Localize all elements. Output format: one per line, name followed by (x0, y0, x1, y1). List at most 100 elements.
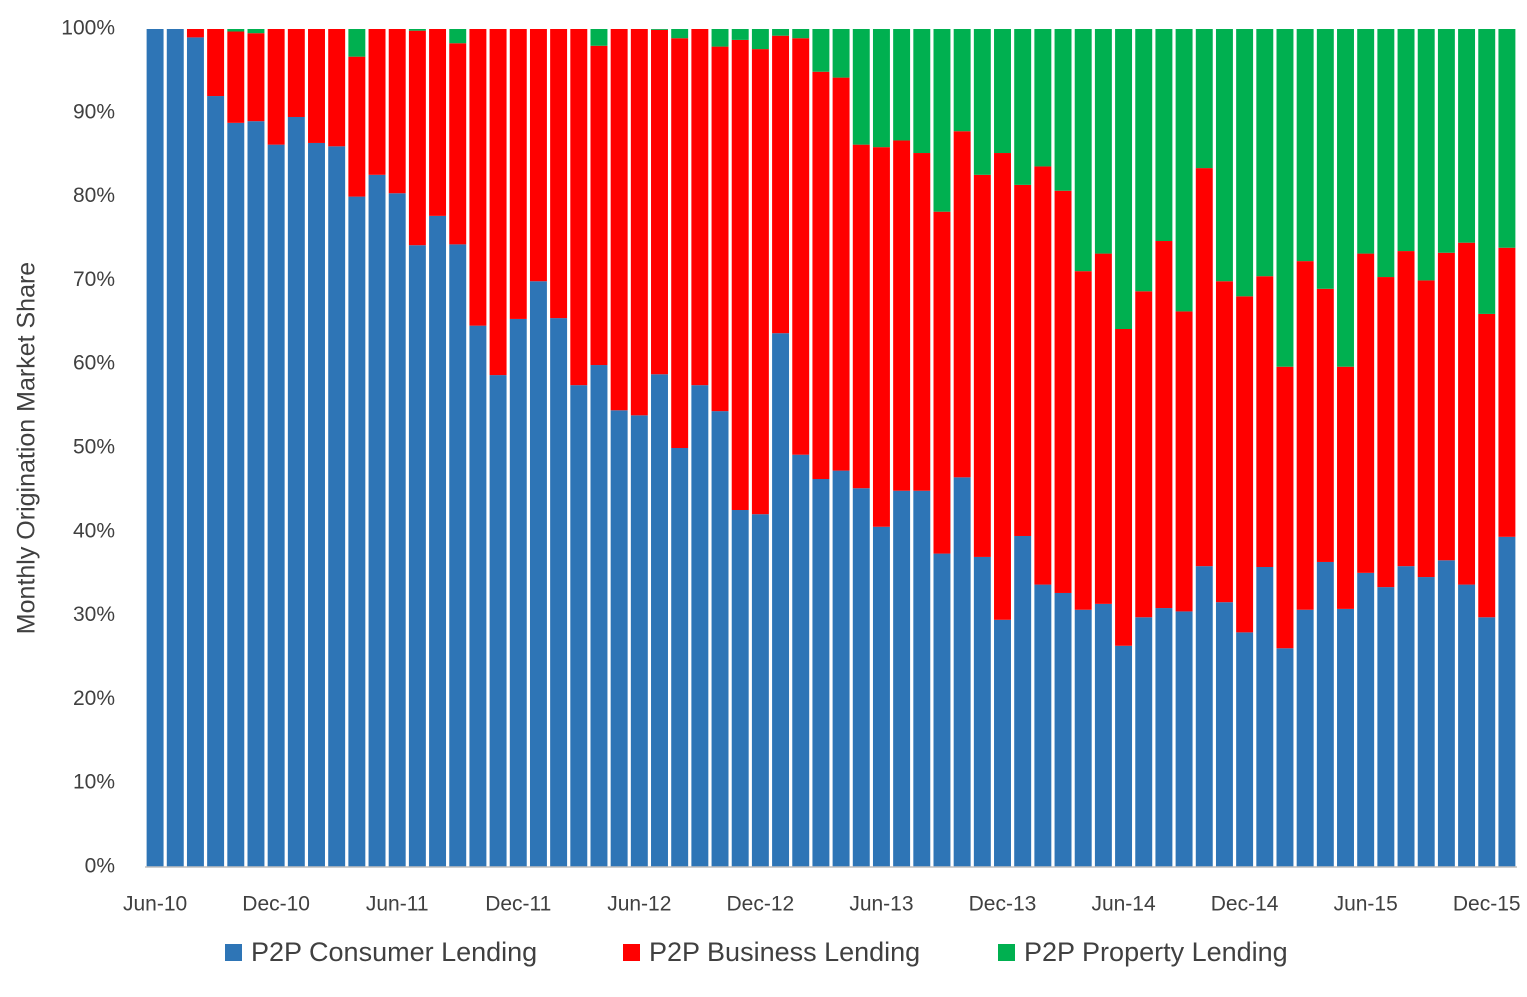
bar-segment (247, 29, 265, 34)
bar-segment (590, 365, 608, 867)
bar-segment (1195, 168, 1213, 567)
bar-segment (852, 488, 870, 867)
bar-segment (751, 514, 769, 867)
bar-segment (671, 448, 689, 867)
bar-segment (1397, 251, 1415, 567)
bar-segment (973, 556, 991, 867)
bar-segment (812, 71, 830, 480)
bar-segment (328, 146, 346, 867)
bar-segment (1296, 29, 1314, 262)
bar-segment (186, 37, 204, 867)
bar-segment (630, 415, 648, 867)
bar-segment (973, 29, 991, 175)
bar-segment (1236, 632, 1254, 867)
bar-segment (731, 510, 749, 867)
bar-segment (953, 29, 971, 132)
bar-segment (1478, 617, 1496, 867)
bar-segment (933, 29, 951, 212)
bar-segment (1478, 29, 1496, 314)
bar-segment (1357, 29, 1375, 254)
bar-segment (1074, 29, 1092, 272)
bar-segment (1094, 253, 1112, 604)
bar-segment (1155, 241, 1173, 609)
bar-segment (1377, 29, 1395, 278)
bar-segment (1215, 602, 1233, 867)
bar-segment (227, 29, 245, 32)
bar-segment (610, 410, 628, 867)
bar-segment (429, 215, 447, 867)
y-tick-label: 80% (73, 184, 115, 207)
bar-segment (1175, 311, 1193, 612)
x-tick-label: Jun-13 (849, 893, 913, 916)
bar-segment (852, 144, 870, 489)
bar-segment (1316, 288, 1334, 562)
bar-segment (1498, 29, 1516, 248)
bar-segment (449, 43, 467, 245)
bar-segment (469, 29, 487, 326)
bar-segment (812, 29, 830, 72)
bar-segment (509, 29, 527, 319)
bar-segment (651, 374, 668, 867)
bar-segment (1437, 560, 1455, 867)
bar-segment (852, 29, 870, 145)
bar-segment (1014, 29, 1032, 185)
bar-segment (1316, 29, 1334, 289)
legend-swatch (623, 944, 640, 961)
bar-segment (994, 153, 1011, 620)
bar-segment (348, 196, 366, 868)
x-tick-label: Dec-10 (242, 893, 310, 916)
bar-segment (893, 140, 911, 491)
bar-segment (792, 454, 810, 867)
bar-segment (308, 29, 325, 143)
bar-segment (570, 385, 588, 867)
bar-segment (933, 553, 951, 867)
bar-segment (1155, 29, 1173, 242)
bar-segment (227, 122, 245, 867)
bar-segment (1175, 611, 1193, 867)
bar-segment (1034, 584, 1052, 867)
bar-segment (550, 318, 568, 867)
bar-segment (449, 29, 467, 44)
x-tick-label: Jun-12 (607, 893, 671, 916)
bar-segment (1256, 566, 1274, 867)
legend-label: P2P Business Lending (649, 937, 920, 967)
bar-segment (751, 49, 769, 515)
bar-segment (166, 29, 184, 867)
bar-segment (287, 116, 305, 868)
bar-segment (751, 29, 769, 50)
bar-segment (671, 29, 689, 39)
bar-segment (348, 56, 366, 197)
bar-segment (1458, 242, 1476, 585)
bar-segment (1458, 584, 1476, 867)
bar-segment (1195, 566, 1213, 867)
bar-segment (872, 147, 890, 527)
x-tick-label: Jun-10 (123, 893, 187, 916)
bar-segment (1377, 587, 1395, 867)
bar-segment (408, 29, 426, 31)
bar-segment (1014, 535, 1032, 867)
bar-segment (408, 245, 426, 868)
bar-segment (610, 29, 628, 411)
bar-segment (368, 174, 386, 867)
legend-swatch (225, 944, 242, 961)
y-axis-title: Monthly Origination Market Share (13, 262, 41, 634)
bar-segment (731, 39, 749, 511)
bar-segment (368, 29, 386, 175)
bar-segment (711, 411, 729, 867)
bar-segment (1135, 291, 1153, 618)
bar-segment (1115, 29, 1133, 330)
x-tick-label: Dec-11 (485, 893, 551, 916)
y-tick-label: 30% (73, 603, 115, 626)
bar-segment (1498, 247, 1516, 537)
y-tick-label: 0% (85, 855, 115, 878)
bar-segment (691, 29, 709, 386)
bar-segment (1054, 29, 1072, 191)
bar-segment (772, 333, 790, 868)
bar-segment (247, 33, 265, 122)
bar-segment (651, 29, 668, 30)
bar-segment (711, 46, 729, 412)
bar-segment (832, 29, 850, 78)
bar-segment (1397, 566, 1415, 867)
legend-label: P2P Property Lending (1024, 937, 1288, 967)
bar-segment (792, 38, 810, 455)
